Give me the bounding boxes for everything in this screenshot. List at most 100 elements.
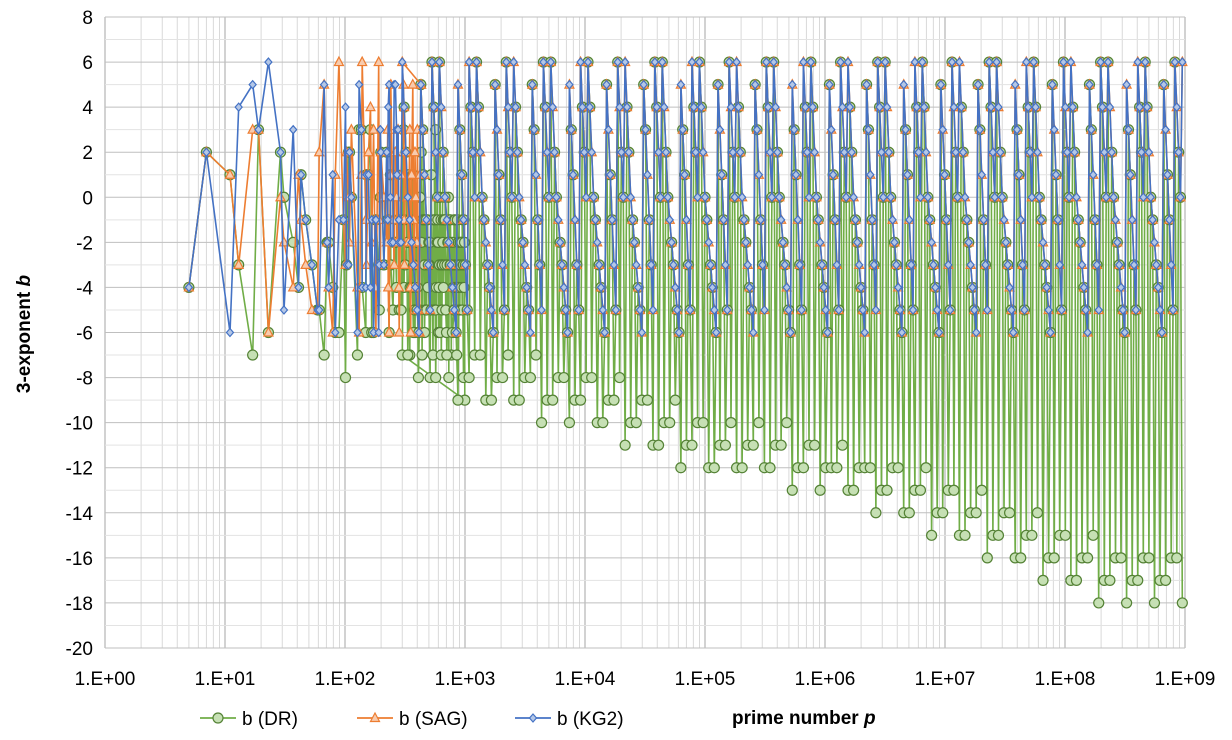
series-kg2-point (942, 214, 951, 225)
series-kg2-point (897, 327, 907, 338)
series-kg2-point (774, 192, 784, 203)
series-kg2-point (518, 237, 528, 248)
series-kg2-point (633, 282, 643, 293)
series-kg2-point (542, 147, 552, 158)
series-sag-point (368, 123, 380, 134)
series-kg2-point (431, 147, 440, 158)
series-kg2-point (786, 327, 795, 338)
series-dr-point (558, 371, 570, 384)
series-kg2-point (589, 192, 598, 203)
series-kg2-point (721, 259, 730, 270)
series-kg2-point (918, 57, 927, 67)
series-kg2-point (548, 102, 557, 113)
series-kg2-point (745, 282, 754, 293)
series-sag-point (274, 191, 286, 202)
series-kg2-point (771, 102, 780, 113)
series-sag-point (393, 326, 405, 337)
series-kg2-point (394, 214, 404, 225)
series-kg2-point (871, 305, 881, 315)
series-kg2-point (225, 327, 235, 338)
series-kg2-point (700, 192, 710, 203)
series-kg2-point (761, 57, 771, 67)
series-kg2-point (890, 237, 899, 248)
series-kg2-point (795, 259, 805, 270)
series-kg2-point (366, 282, 375, 293)
series-dr-point (474, 349, 486, 361)
series-dr-point (976, 484, 988, 496)
series-kg2-point (747, 305, 756, 315)
series-kg2-point (540, 102, 550, 113)
y-tick-label: -14 (66, 504, 94, 525)
series-kg2-point (1066, 57, 1076, 67)
series-kg2-point (1074, 214, 1083, 225)
series-kg2-point (579, 147, 589, 158)
series-sag-point (409, 145, 421, 157)
series-dr-point (613, 371, 626, 384)
series-kg2-point (769, 57, 779, 67)
series-kg2-point (1077, 259, 1087, 270)
series-kg2-point (442, 214, 452, 225)
series-kg2-point (591, 214, 600, 225)
series-kg2-point (812, 192, 821, 203)
series-dr-point (502, 349, 514, 361)
series-kg2-point (1090, 214, 1100, 225)
series-kg2-point (544, 192, 554, 203)
series-kg2-point (1096, 57, 1105, 67)
series-dr-point (847, 484, 860, 496)
series-kg2-point (416, 79, 426, 90)
series-dr-point (402, 349, 414, 361)
series-kg2-point (296, 169, 306, 180)
series-kg2-point (648, 305, 658, 315)
series-kg2-point (487, 305, 496, 315)
series-kg2-point (449, 305, 459, 315)
series-kg2-point (780, 259, 790, 270)
series-kg2-point (702, 214, 712, 225)
series-kg2-point (1150, 237, 1159, 248)
series-kg2-point (986, 102, 996, 113)
series-kg2-point (800, 102, 810, 113)
series-dr-point (1003, 507, 1016, 519)
series-kg2-point (254, 124, 263, 135)
series-kg2-point (650, 57, 660, 67)
series-dr-point (948, 484, 960, 496)
y-tick-label: 0 (82, 188, 93, 209)
series-kg2-point (410, 282, 420, 293)
series-kg2-point (1114, 259, 1124, 270)
series-dr-point (351, 349, 364, 361)
series-dr-point (1132, 574, 1144, 586)
series-kg2-point (899, 79, 909, 90)
series-kg2-point (910, 57, 920, 67)
series-kg2-point (839, 147, 849, 158)
series-dr-point (708, 462, 720, 474)
y-tick-label: -6 (76, 324, 93, 345)
series-sag-point (404, 123, 416, 134)
series-kg2-point (322, 237, 332, 248)
series-kg2-point (615, 102, 624, 113)
series-sag-point (363, 145, 375, 157)
series-kg2-point (832, 259, 842, 270)
series-kg2-point (1124, 124, 1133, 135)
series-dr-point (530, 349, 542, 361)
series-kg2-point (895, 305, 905, 315)
series-kg2-point (931, 282, 940, 293)
series-kg2-point (448, 282, 457, 293)
series-kg2-point (741, 237, 751, 248)
series-kg2-point (826, 124, 836, 135)
series-kg2-point (403, 192, 413, 203)
series-kg2-point (990, 192, 1000, 203)
series-dr-point (831, 462, 843, 474)
series-kg2-point (797, 305, 806, 315)
series-kg2-point (1122, 79, 1131, 90)
series-kg2-point (490, 79, 500, 90)
series-sag-point (382, 281, 394, 292)
series-kg2-point (420, 169, 429, 180)
series-kg2-point (474, 102, 483, 113)
series-kg2-point (1061, 102, 1070, 113)
series-kg2-point (748, 327, 758, 338)
y-tick-label: -16 (66, 549, 93, 570)
series-kg2-point (451, 327, 461, 338)
series-kg2-point (202, 147, 211, 158)
series-kg2-point (856, 282, 866, 293)
legend-item: b (DR) (200, 709, 298, 730)
